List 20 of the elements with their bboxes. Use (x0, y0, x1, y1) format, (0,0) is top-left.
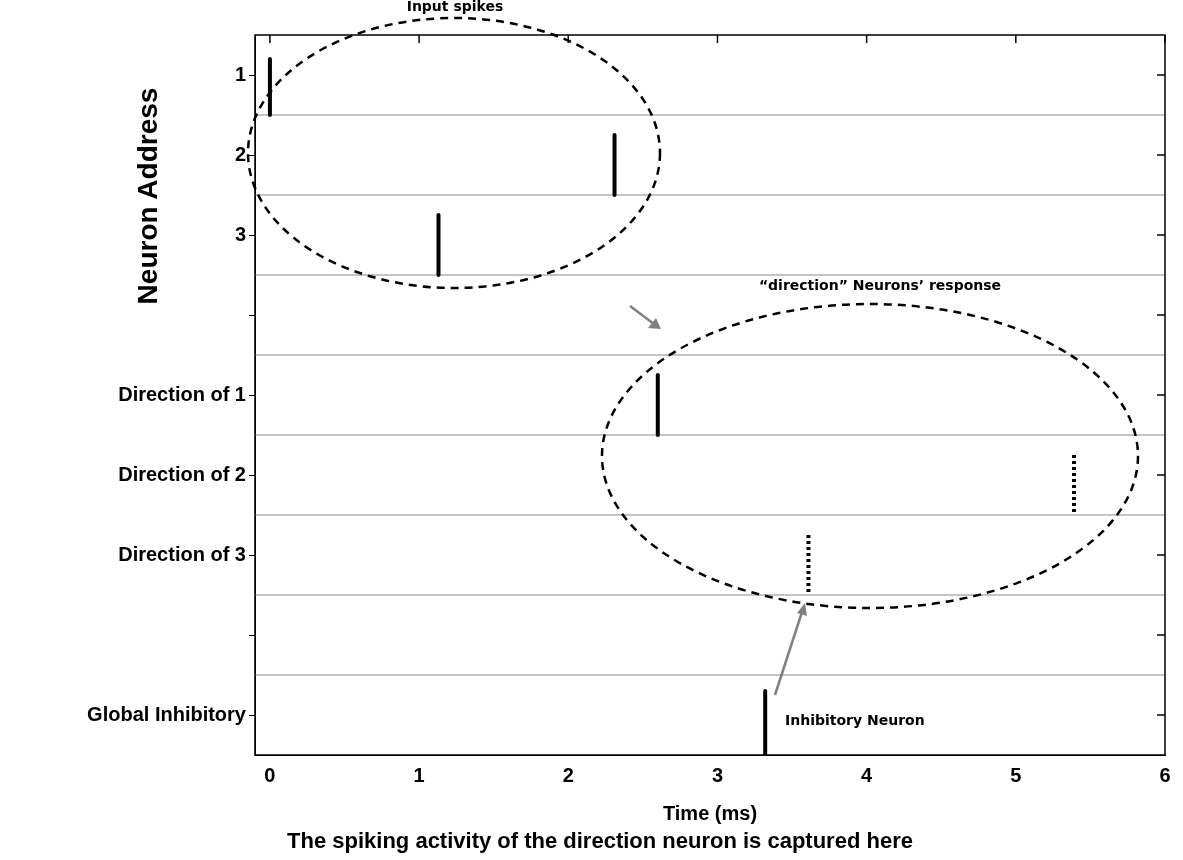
y-tick-label: 3 (234, 222, 246, 245)
annotation: “direction” Neurons’ response (758, 277, 1002, 293)
text: Input spikes (406, 0, 504, 14)
y-axis-title: Neuron Address (132, 87, 164, 305)
x-tick-label: 0 (264, 763, 276, 786)
x-tick-label: 4 (861, 763, 874, 786)
text: The spiking activity of the direction neuron is captured here (287, 828, 913, 854)
x-tick-label: 3 (711, 763, 724, 786)
y-tick-label: Direction of 1 (118, 382, 246, 405)
y-tick-label: Global Inhibitory (87, 702, 247, 725)
y-tick-label: Direction of 2 (118, 462, 246, 485)
x-tick-label: 6 (1159, 763, 1171, 786)
x-tick-label: 5 (1010, 763, 1022, 786)
y-tick-label: Direction of 3 (118, 542, 246, 565)
y-tick-label: 2 (234, 142, 246, 165)
x-tick-label: 2 (562, 763, 574, 786)
x-axis-title: Time (ms) (662, 801, 758, 824)
annotation: Inhibitory Neuron (785, 712, 925, 728)
y-tick-label: 1 (234, 62, 246, 85)
x-tick-label: 1 (413, 763, 425, 786)
